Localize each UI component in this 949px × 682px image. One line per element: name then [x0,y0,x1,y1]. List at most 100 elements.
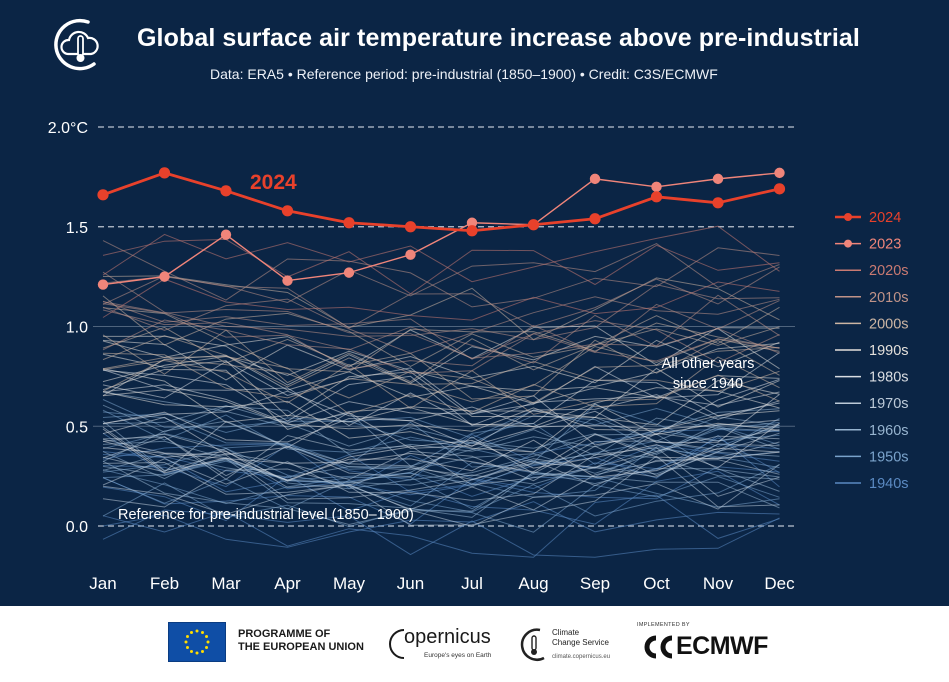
x-tick-label: Nov [703,574,734,593]
background-year-line [102,335,780,403]
y-ticks: 2.0°C 1.5 1.0 0.5 0.0 [48,120,88,536]
c3s-line-1: Climate [552,628,580,637]
background-year-line [102,328,780,386]
c3s-line-2: Change Service [552,638,609,647]
point-2023 [343,267,355,278]
chart-subtitle: Data: ERA5 • Reference period: pre-indus… [210,66,718,82]
x-tick-label: Feb [150,574,179,593]
ecmwf-wordmark: ECMWF [676,632,768,660]
background-year-line [102,433,780,473]
point-2024 [712,197,724,209]
legend-label: 2000s [869,316,909,332]
point-2023 [712,173,724,185]
eu-star [190,630,193,634]
background-year-line [102,296,780,354]
point-2024 [527,219,540,231]
legend-marker [844,213,852,221]
background-year-line [102,339,780,384]
point-2024 [97,189,109,201]
background-year-line [102,354,780,405]
point-2024 [650,191,663,203]
background-year-line [102,389,780,432]
background-year-line [102,275,780,341]
eu-star [195,651,199,655]
background-year-line [102,494,780,558]
background-year-line [102,404,780,455]
background-year-line [102,278,780,321]
eu-star [185,646,189,649]
background-year-line [102,391,780,453]
point-2024 [589,213,601,225]
y-tick-label: 1.5 [66,220,88,237]
background-year-line [102,509,780,558]
eu-line-2: THE EUROPEAN UNION [238,641,364,653]
eu-star [205,635,209,638]
point-2024 [404,221,417,233]
x-ticks: Jan Feb Mar Apr May Jun Jul Aug Sep Oct Nov Dec [89,574,795,593]
eu-star [201,650,204,654]
legend-label: 1960s [869,423,909,439]
background-year-line [102,326,780,384]
eu-programme-label: PROGRAMME OF THE EUROPEAN UNION [238,628,364,654]
background-year-line [102,455,780,526]
legend-label: 1970s [869,396,909,412]
ecmwf-implemented-label: IMPLEMENTED BY [637,622,690,628]
copernicus-logo-icon [389,629,405,659]
point-2024 [343,217,355,229]
series-line-2023 [102,172,780,286]
point-2023 [220,229,232,240]
x-tick-label: Aug [518,574,548,593]
background-year-line [102,301,780,364]
background-year-line [102,355,780,415]
background-year-line [102,353,780,418]
reference-label: Reference for pre-industrial level (1850… [118,507,414,523]
x-tick-label: Oct [643,574,670,593]
footer-logos: PROGRAMME OF THE EUROPEAN UNION opernicu… [0,606,949,682]
legend-marker [844,239,852,248]
x-tick-label: Jun [397,574,424,593]
background-year-line [102,464,780,527]
background-year-line [102,441,780,511]
highlight-year-label: 2024 [250,171,297,194]
c3s-label: Climate Change Service [552,628,609,648]
background-year-line [102,464,780,517]
background-year-line [102,405,780,453]
legend-label: 2024 [869,210,901,226]
series-line-2024 [102,171,780,233]
background-year-line [102,422,780,470]
background-year-line [102,394,780,455]
background-year-line [102,422,780,482]
chart-title: Global surface air temperature increase … [137,24,860,52]
point-2024 [773,183,786,195]
y-tick-label: 1.0 [66,320,88,337]
point-2024 [281,205,294,217]
copernicus-wordmark: opernicus [404,626,491,648]
x-tick-label: Sep [580,574,610,593]
ecmwf-logo-icon [644,635,673,659]
background-year-line [102,309,780,370]
background-year-line [102,460,780,526]
background-year-line [102,347,780,404]
eu-flag-icon [168,622,226,662]
legend-label: 2023 [869,237,901,253]
background-year-line [102,359,780,415]
legend-label: 1940s [869,476,909,492]
background-year-line [102,436,780,487]
background-year-line [102,319,780,374]
eu-star [184,640,188,644]
legend-label: 2020s [869,263,909,279]
point-2023 [405,249,416,260]
background-year-line [102,428,780,493]
point-2024 [466,225,478,237]
legend-label: 1980s [869,370,909,386]
x-tick-label: Apr [274,574,301,593]
point-2023 [589,173,601,185]
x-tick-label: Jul [461,574,483,593]
temperature-chart: 2.0°C 1.5 1.0 0.5 0.0 Jan Feb Mar Apr May Jun Jul A… [48,120,909,593]
point-2023 [774,167,785,179]
y-tick-label: 0.5 [66,419,88,436]
annotations: 2024 All other years since 1940 Reference f… [118,171,754,523]
eu-star [206,640,210,644]
c3s-thermometer-cloud-icon [54,18,99,71]
highlight-series [97,167,786,290]
